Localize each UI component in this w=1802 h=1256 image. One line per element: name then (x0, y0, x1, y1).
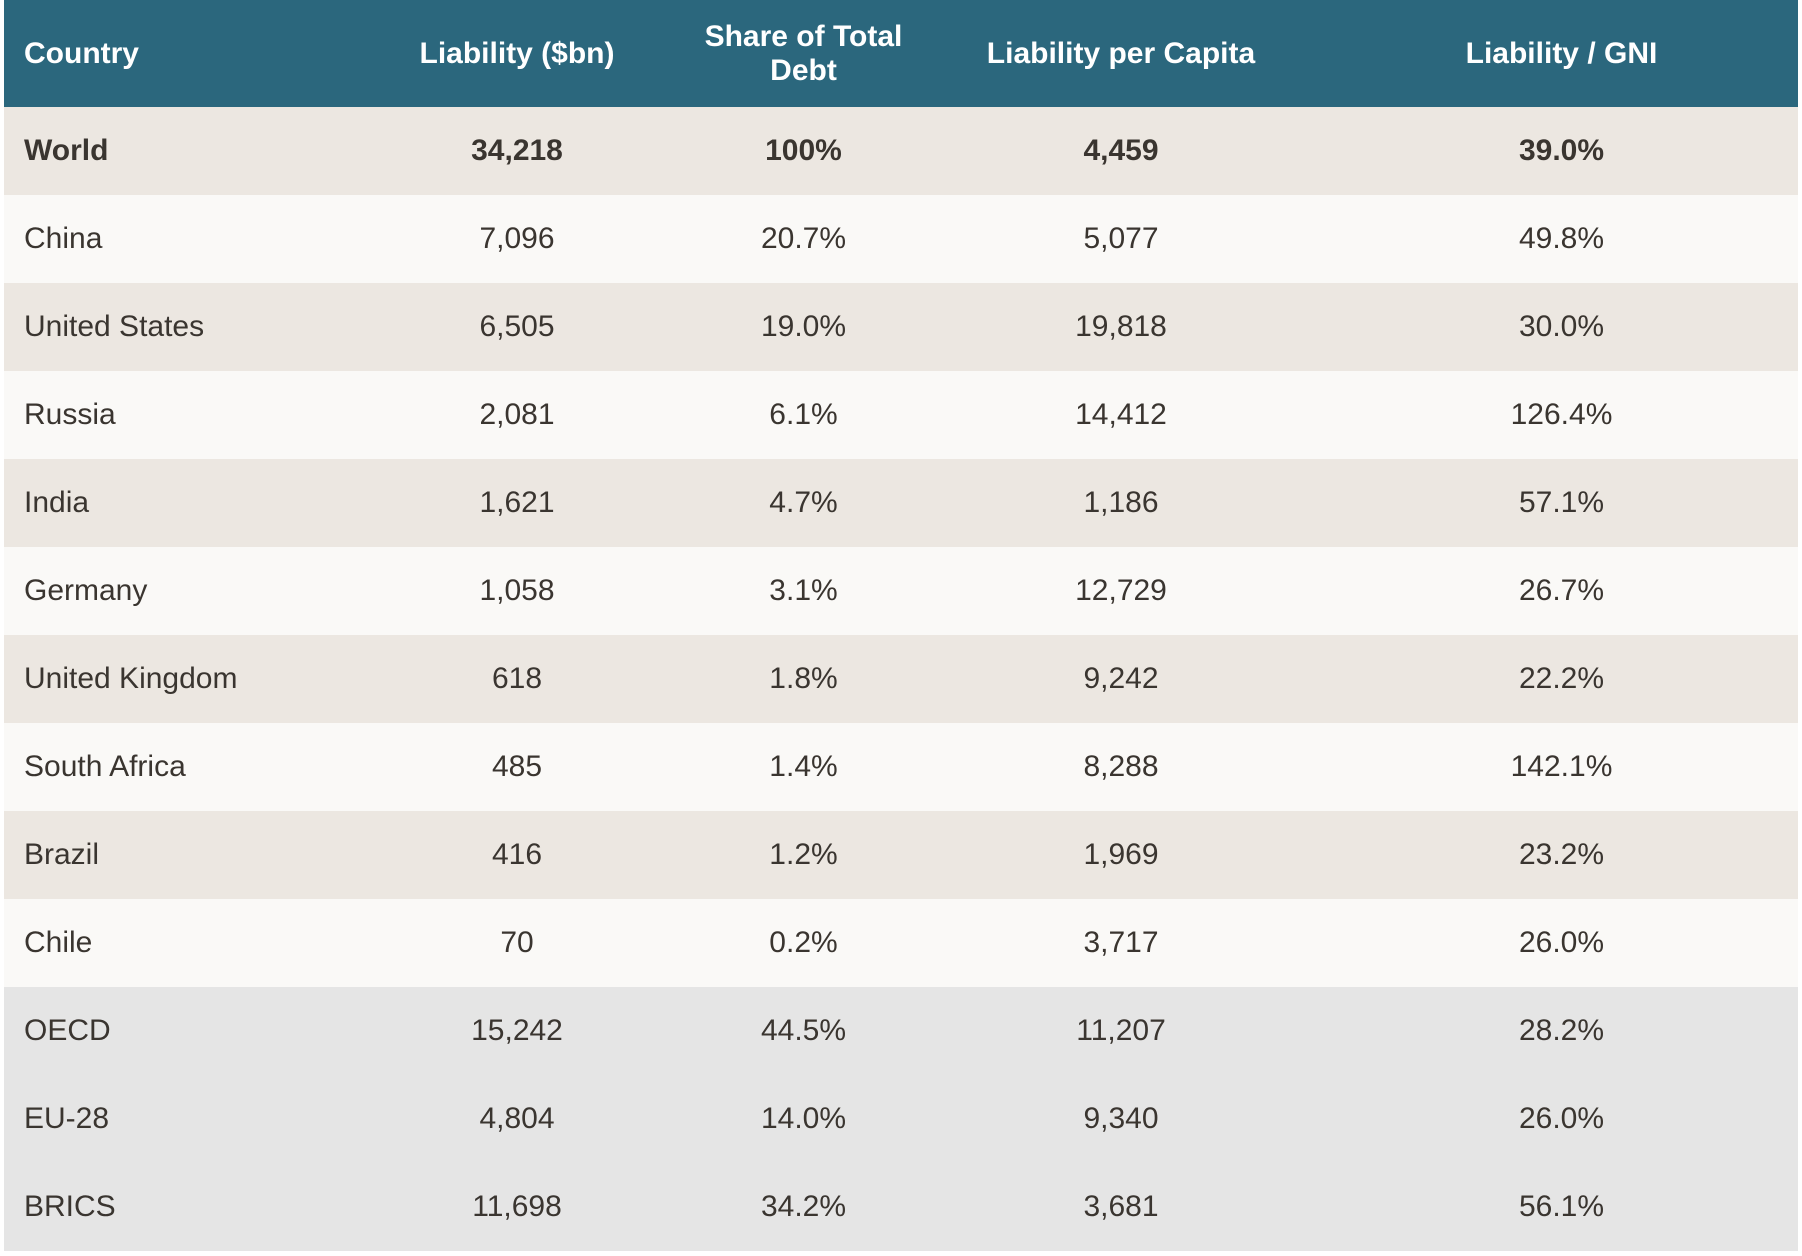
cell-country: China (4, 195, 344, 283)
table-row: China 7,096 20.7% 5,077 49.8% (4, 195, 1798, 283)
cell-per-capita: 1,186 (917, 459, 1325, 547)
cell-gni: 39.0% (1325, 107, 1798, 195)
table-row: World 34,218 100% 4,459 39.0% (4, 107, 1798, 195)
table-row: Chile 70 0.2% 3,717 26.0% (4, 899, 1798, 987)
cell-per-capita: 3,681 (917, 1163, 1325, 1251)
cell-country: Germany (4, 547, 344, 635)
cell-country: Chile (4, 899, 344, 987)
table-row: South Africa 485 1.4% 8,288 142.1% (4, 723, 1798, 811)
cell-country: United Kingdom (4, 635, 344, 723)
cell-per-capita: 19,818 (917, 283, 1325, 371)
cell-country: India (4, 459, 344, 547)
cell-country: EU-28 (4, 1075, 344, 1163)
cell-liability: 2,081 (344, 371, 690, 459)
cell-gni: 26.0% (1325, 1075, 1798, 1163)
table-body: World 34,218 100% 4,459 39.0% China 7,09… (4, 107, 1798, 1251)
cell-gni: 23.2% (1325, 811, 1798, 899)
cell-per-capita: 8,288 (917, 723, 1325, 811)
header-row: Country Liability ($bn) Share of Total D… (4, 0, 1798, 107)
header-country: Country (4, 0, 344, 107)
cell-share: 0.2% (690, 899, 917, 987)
cell-gni: 56.1% (1325, 1163, 1798, 1251)
cell-gni: 28.2% (1325, 987, 1798, 1075)
cell-liability: 6,505 (344, 283, 690, 371)
cell-share: 1.2% (690, 811, 917, 899)
cell-gni: 22.2% (1325, 635, 1798, 723)
cell-liability: 7,096 (344, 195, 690, 283)
cell-share: 19.0% (690, 283, 917, 371)
table-row: Russia 2,081 6.1% 14,412 126.4% (4, 371, 1798, 459)
table-header: Country Liability ($bn) Share of Total D… (4, 0, 1798, 107)
cell-per-capita: 14,412 (917, 371, 1325, 459)
cell-liability: 1,621 (344, 459, 690, 547)
cell-share: 44.5% (690, 987, 917, 1075)
table-row: BRICS 11,698 34.2% 3,681 56.1% (4, 1163, 1798, 1251)
header-gni: Liability / GNI (1325, 0, 1798, 107)
cell-per-capita: 1,969 (917, 811, 1325, 899)
cell-gni: 126.4% (1325, 371, 1798, 459)
cell-gni: 57.1% (1325, 459, 1798, 547)
cell-country: South Africa (4, 723, 344, 811)
cell-gni: 30.0% (1325, 283, 1798, 371)
cell-liability: 416 (344, 811, 690, 899)
cell-liability: 485 (344, 723, 690, 811)
cell-gni: 49.8% (1325, 195, 1798, 283)
cell-country: BRICS (4, 1163, 344, 1251)
cell-liability: 15,242 (344, 987, 690, 1075)
cell-per-capita: 3,717 (917, 899, 1325, 987)
cell-liability: 4,804 (344, 1075, 690, 1163)
cell-liability: 1,058 (344, 547, 690, 635)
cell-country: Russia (4, 371, 344, 459)
cell-per-capita: 11,207 (917, 987, 1325, 1075)
cell-share: 100% (690, 107, 917, 195)
cell-country: OECD (4, 987, 344, 1075)
cell-share: 1.4% (690, 723, 917, 811)
cell-share: 34.2% (690, 1163, 917, 1251)
cell-share: 3.1% (690, 547, 917, 635)
table-row: Germany 1,058 3.1% 12,729 26.7% (4, 547, 1798, 635)
cell-share: 20.7% (690, 195, 917, 283)
cell-share: 4.7% (690, 459, 917, 547)
cell-share: 14.0% (690, 1075, 917, 1163)
liability-table: Country Liability ($bn) Share of Total D… (4, 0, 1798, 1251)
table-row: India 1,621 4.7% 1,186 57.1% (4, 459, 1798, 547)
cell-liability: 70 (344, 899, 690, 987)
header-share: Share of Total Debt (690, 0, 917, 107)
cell-gni: 142.1% (1325, 723, 1798, 811)
cell-gni: 26.7% (1325, 547, 1798, 635)
liability-table-container: Country Liability ($bn) Share of Total D… (4, 0, 1798, 1251)
cell-per-capita: 12,729 (917, 547, 1325, 635)
cell-liability: 34,218 (344, 107, 690, 195)
cell-country: World (4, 107, 344, 195)
cell-country: Brazil (4, 811, 344, 899)
cell-per-capita: 9,242 (917, 635, 1325, 723)
table-row: EU-28 4,804 14.0% 9,340 26.0% (4, 1075, 1798, 1163)
header-liability: Liability ($bn) (344, 0, 690, 107)
table-row: United Kingdom 618 1.8% 9,242 22.2% (4, 635, 1798, 723)
cell-share: 6.1% (690, 371, 917, 459)
cell-country: United States (4, 283, 344, 371)
cell-liability: 618 (344, 635, 690, 723)
table-row: OECD 15,242 44.5% 11,207 28.2% (4, 987, 1798, 1075)
cell-per-capita: 4,459 (917, 107, 1325, 195)
cell-liability: 11,698 (344, 1163, 690, 1251)
cell-share: 1.8% (690, 635, 917, 723)
cell-gni: 26.0% (1325, 899, 1798, 987)
cell-per-capita: 9,340 (917, 1075, 1325, 1163)
cell-per-capita: 5,077 (917, 195, 1325, 283)
header-per-capita: Liability per Capita (917, 0, 1325, 107)
table-row: United States 6,505 19.0% 19,818 30.0% (4, 283, 1798, 371)
table-row: Brazil 416 1.2% 1,969 23.2% (4, 811, 1798, 899)
